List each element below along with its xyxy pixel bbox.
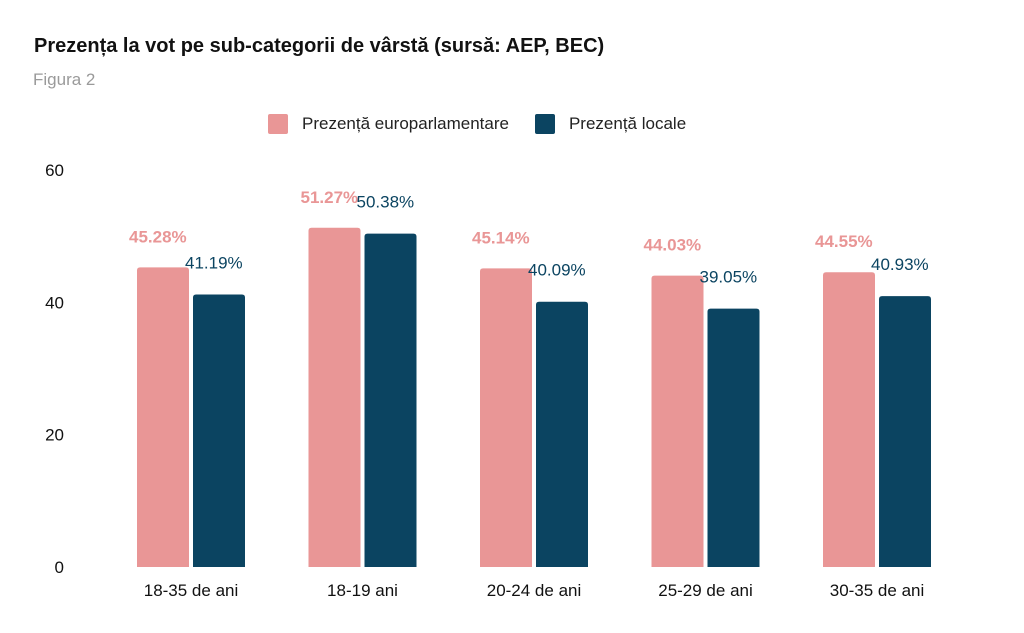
x-tick-label: 30-35 de ani <box>830 581 925 600</box>
data-label-locale: 40.09% <box>528 261 586 280</box>
y-tick-label: 0 <box>55 558 64 577</box>
data-label-locale: 41.19% <box>185 253 243 272</box>
legend-swatch-europarlamentare <box>268 114 288 134</box>
legend-item-locale[interactable]: Prezență locale <box>534 114 687 134</box>
chart-subtitle: Figura 2 <box>33 70 96 89</box>
data-label-europarlamentare: 44.03% <box>644 236 702 255</box>
data-label-europarlamentare: 45.28% <box>129 227 187 246</box>
legend-swatch-locale <box>534 114 555 134</box>
bar-europarlamentare <box>823 272 875 567</box>
legend-label-europarlamentare: Prezență europarlamentare <box>302 114 509 133</box>
bar-locale <box>879 296 931 567</box>
data-label-locale: 50.38% <box>357 193 415 212</box>
legend-label-locale: Prezență locale <box>568 114 687 133</box>
y-tick-label: 40 <box>45 293 64 312</box>
legend: Prezență europarlamentare Prezență local… <box>268 114 712 134</box>
x-tick-label: 18-19 ani <box>327 581 398 600</box>
bar-locale <box>536 301 588 567</box>
bar-europarlamentare <box>651 275 704 567</box>
bar-locale <box>707 308 760 567</box>
x-tick-label: 20-24 de ani <box>487 581 582 600</box>
data-label-europarlamentare: 44.55% <box>815 232 873 251</box>
chart-title: Prezența la vot pe sub-categorii de vârs… <box>34 35 605 57</box>
y-tick-label: 20 <box>45 426 64 445</box>
bar-europarlamentare <box>480 268 532 567</box>
legend-item-europarlamentare[interactable]: Prezență europarlamentare <box>268 114 509 134</box>
x-tick-label: 25-29 de ani <box>658 581 753 600</box>
data-label-locale: 39.05% <box>700 268 758 287</box>
bar-locale <box>193 294 245 567</box>
data-label-locale: 40.93% <box>871 255 929 274</box>
data-label-europarlamentare: 45.14% <box>472 228 530 247</box>
y-tick-label: 60 <box>45 161 64 180</box>
bar-europarlamentare <box>137 267 189 567</box>
bar-locale <box>364 233 417 567</box>
bar-europarlamentare <box>308 227 361 568</box>
data-label-europarlamentare: 51.27% <box>301 188 359 207</box>
x-tick-label: 18-35 de ani <box>144 581 239 600</box>
